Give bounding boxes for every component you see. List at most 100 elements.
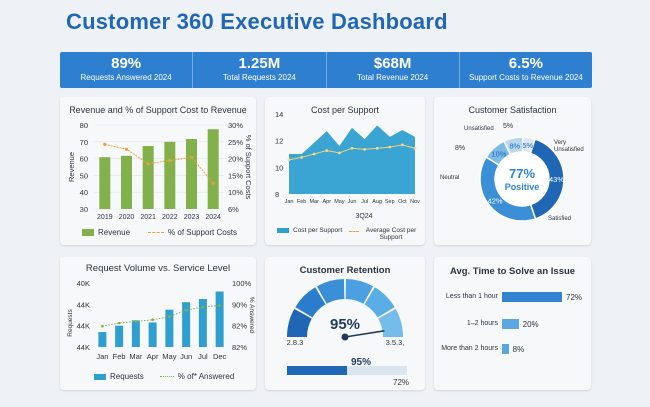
revenue-swatch (82, 229, 94, 236)
revenue-chart-title: Revenue and % of Support Cost to Revenue (69, 105, 247, 115)
kpi-value: 1.25M (238, 55, 281, 72)
requests-swatch (94, 373, 106, 380)
kpi-bar: 89% Requests Answered 2024 1.25M Total R… (60, 52, 592, 88)
requests-bar (98, 332, 107, 347)
support-cost-point (103, 142, 107, 146)
x-tick-label: 2019 (97, 214, 113, 221)
y2-tick-label: 10% (228, 188, 243, 197)
gauge-needle (344, 329, 385, 338)
answered-line (102, 304, 220, 327)
requests-bar (165, 309, 174, 347)
x-tick-label: Jul (361, 199, 368, 205)
x-tick-label: Apr (147, 352, 159, 361)
slice-pct-label: 8% (509, 141, 520, 150)
request-volume-chart-title: Request Volume vs. Service Level (85, 263, 231, 274)
revenue-bar (186, 139, 197, 209)
answered-point (117, 321, 121, 325)
gauge-segment (287, 308, 312, 337)
y2-tick-label: 20% (228, 155, 243, 164)
y2-tick-label: 82% (232, 343, 247, 352)
solve-category-label: More than 2 hours (441, 345, 498, 352)
x-tick-label: Aug (372, 199, 382, 205)
y-axis-label: Requests (67, 309, 74, 337)
answered-point (134, 320, 138, 323)
slice-pct-label: 42% (488, 197, 503, 206)
retention-gauge: 95% 2.8.3 3.5.3, (287, 279, 405, 347)
satisfaction-slice (521, 136, 536, 155)
support-cost-point (189, 155, 194, 159)
donut-center (496, 153, 548, 205)
cost-swatch (277, 228, 289, 233)
revenue-legend: Revenue % of Support Costs (82, 228, 237, 237)
answered-point (184, 308, 188, 312)
y-tick-label: 40K (77, 279, 90, 288)
legend-cost: Cost per Support (293, 227, 343, 234)
center-value: 77% (509, 166, 535, 181)
solve-value-label: 20% (522, 320, 539, 329)
y-tick-label: 12 (275, 137, 283, 146)
satisfaction-chart-title: Customer Satisfaction (468, 105, 557, 115)
slice-label: Very (554, 140, 566, 146)
revenue-bar (164, 141, 176, 209)
slice-outer-pct: 8% (455, 145, 465, 152)
revenue-bar (142, 146, 154, 209)
answered-point (101, 324, 104, 328)
x-tick-label: 2021 (140, 214, 156, 221)
kpi-value: 89% (111, 55, 142, 72)
request-volume-panel: Request Volume vs. Service Level 40K 44K 4… (60, 257, 256, 390)
kpi-value: 6.5% (508, 55, 543, 72)
requests-bar (182, 302, 191, 347)
kpi-support-cost-ratio[interactable]: 6.5% Support Costs to Revenue 2024 (460, 52, 592, 88)
average-cost-point (312, 152, 316, 156)
request-volume-chart: 40K 44K 44K 44K 100% 90% 82% 82% Requests % Answe… (67, 279, 255, 361)
answered-swatch (159, 376, 174, 377)
x-tick-label: Feb (113, 352, 126, 361)
center-label: Positive (505, 182, 540, 192)
gauge-hub (341, 333, 349, 341)
y2-tick-label: 6% (228, 205, 239, 214)
requests-bar (198, 299, 207, 347)
kpi-total-revenue[interactable]: $68M Total Revenue 2024 (327, 52, 460, 88)
answered-point (168, 315, 171, 318)
kpi-label: Support Costs to Revenue 2024 (468, 73, 583, 82)
slice-outer-pct: 5% (503, 123, 513, 130)
solve-bar (502, 319, 519, 329)
slice-label: Neutral (440, 175, 459, 181)
gauge-segment (364, 287, 395, 318)
slice-pct-label: 10% (491, 149, 506, 158)
gauge-max-label: 3.5.3, (386, 338, 405, 347)
x-tick-label: Jun (180, 352, 192, 361)
y2-tick-label: 82% (232, 322, 247, 331)
y-tick-label: 40 (80, 188, 88, 197)
average-cost-point (388, 145, 392, 149)
retention-bar-track (287, 366, 407, 375)
answered-point (151, 318, 154, 322)
y-tick-label: 30 (80, 205, 88, 214)
gauge-segment (378, 308, 403, 337)
average-cost-point (413, 146, 417, 150)
kpi-label: Total Requests 2024 (222, 73, 296, 82)
retention-bar-value: 95% (351, 357, 372, 368)
y2-tick-label: 15% (228, 171, 243, 180)
legend-requests: Requests (110, 372, 144, 381)
x-tick-label: Apr (323, 199, 332, 205)
satisfaction-chart: 43%42%10%8% 5%77%PositiveVeryUnsatisfiedS… (440, 123, 584, 222)
cost-area (289, 125, 415, 194)
gauge-segment (295, 287, 326, 318)
cost-legend-main: Cost per Support (277, 227, 342, 234)
answered-point (218, 304, 221, 307)
x-tick-label: 2023 (184, 214, 200, 221)
requests-bar (131, 320, 140, 347)
cost-chart: 14 12 10 8 Jan Feb Mar Apr May Jun Jul Aug Sep Oct Nov… (275, 110, 420, 220)
support-cost-point (146, 162, 150, 166)
kpi-requests-answered[interactable]: 89% Requests Answered 2024 (60, 52, 194, 88)
y2-axis-label: % Answered (248, 297, 255, 334)
kpi-total-requests[interactable]: 1.25M Total Requests 2024 (193, 52, 327, 88)
solve-bar (502, 292, 562, 302)
slice-label: Satisfied (548, 216, 571, 222)
support-cost-point (124, 147, 129, 151)
legend-answered: % of* Answered (177, 372, 235, 381)
requests-bar (215, 291, 224, 347)
x-tick-label: Jan (96, 352, 108, 361)
x-tick-label: 2020 (119, 214, 135, 221)
